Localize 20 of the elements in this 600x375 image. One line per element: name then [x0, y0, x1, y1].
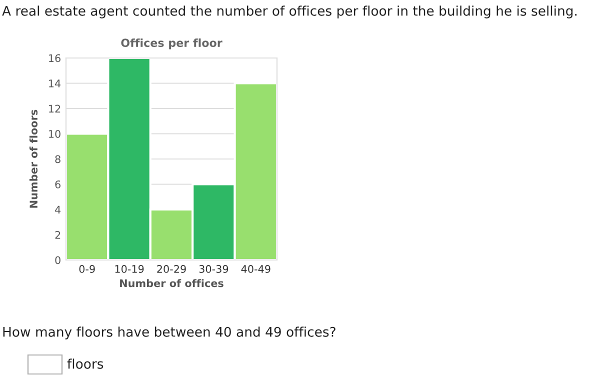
y-tick-label: 16 — [49, 54, 60, 62]
x-tick-label: 0-9 — [79, 265, 95, 273]
x-axis-title: Number of offices — [120, 279, 224, 288]
text: How many floors have between 40 and 49 offices? — [3, 326, 336, 340]
x-tick-label: 10-19 — [115, 265, 144, 273]
text: A real estate agent counted the number of offices per floor in the building he is selling. — [2, 6, 576, 18]
y-tick-label: 10 — [49, 130, 60, 138]
chart-title: Offices per floor — [121, 38, 222, 50]
x-tick-label: 20-29 — [157, 265, 186, 273]
x-tick-label: 40-49 — [241, 265, 270, 273]
y-tick-label: 6 — [55, 180, 60, 188]
y-tick-label: 0 — [55, 256, 60, 264]
y-axis-title: Number of floors — [29, 110, 38, 208]
y-tick-label: 2 — [55, 230, 60, 239]
text: floors — [67, 358, 104, 369]
x-tick-label: 30-39 — [199, 265, 228, 273]
y-tick-label: 14 — [49, 80, 61, 88]
y-tick-label: 8 — [55, 155, 60, 164]
y-tick-label: 12 — [49, 104, 60, 112]
y-tick-label: 4 — [55, 206, 61, 214]
